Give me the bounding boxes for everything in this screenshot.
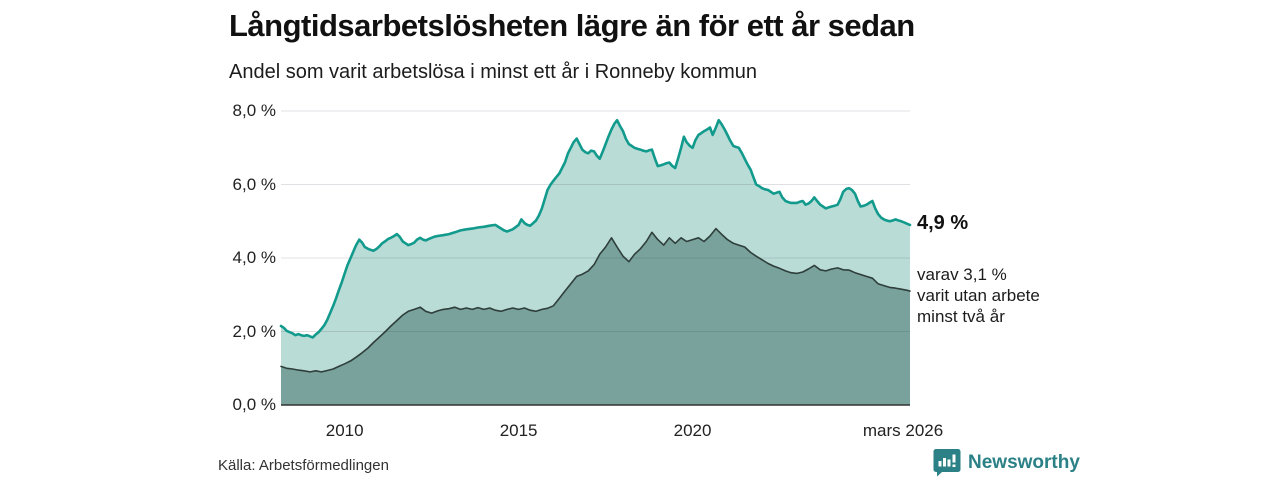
line-at-least-two-years xyxy=(280,227,911,373)
line-total-one-year xyxy=(279,118,912,339)
gridlines xyxy=(281,110,910,332)
end-note-line: varav 3,1 % xyxy=(917,265,1007,285)
chart-title: Långtidsarbetslösheten lägre än för ett … xyxy=(229,8,915,43)
end-note-label: varav 3,1 % varit utan arbete minst två år xyxy=(917,264,1077,327)
end-value-label: 4,9 % xyxy=(917,211,969,234)
y-axis-label: 8,0 % xyxy=(232,101,276,120)
newsworthy-logo-text: Newsworthy xyxy=(968,451,1080,473)
end-note-line: minst två år xyxy=(917,307,1005,327)
end-note-line: varit utan arbete xyxy=(917,286,1040,306)
y-axis-label: 6,0 % xyxy=(232,174,276,194)
y-axis-label: 2,0 % xyxy=(232,321,276,341)
x-axis-label: 2020 xyxy=(673,421,712,440)
newsworthy-logo-icon xyxy=(933,448,961,477)
area-at-least-two-years xyxy=(281,228,910,405)
source-caption: Källa: Arbetsförmedlingen xyxy=(218,457,389,474)
y-axis-label: 4,0 % xyxy=(232,248,276,267)
newsworthy-logo[interactable]: Newsworthy xyxy=(933,448,1080,477)
x-axis-label: mars 2026 xyxy=(862,421,944,440)
x-axis-label: 2015 xyxy=(499,421,538,440)
x-axis-label: 2010 xyxy=(325,421,364,440)
chart-subtitle: Andel som varit arbetslösa i minst ett å… xyxy=(229,61,757,83)
y-axis-label: 0,0 % xyxy=(232,395,276,414)
